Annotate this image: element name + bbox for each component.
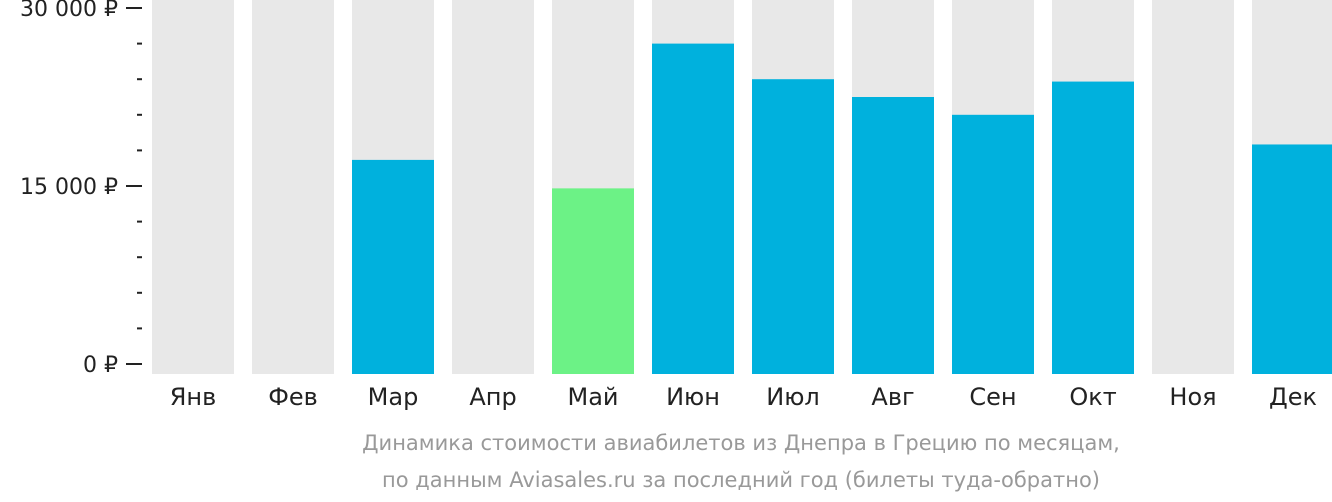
bar-9[interactable] — [952, 114, 1034, 375]
x-axis: Янв Фев Мар Апр Май Июн Июл Авг Сен Окт Ноя Дек — [170, 383, 1317, 411]
x-tick-label: Мар — [368, 383, 419, 411]
bar-6[interactable] — [652, 43, 734, 374]
caption-line-2: по данным Aviasales.ru за последний год … — [382, 468, 1100, 492]
x-tick-label: Июл — [766, 383, 820, 411]
x-tick-label: Сен — [969, 383, 1016, 411]
x-tick-label: Окт — [1069, 383, 1116, 411]
y-tick-label: 0 ₽ — [83, 353, 118, 378]
y-tick-label: 30 000 ₽ — [20, 0, 118, 22]
column-bg-4 — [452, 0, 534, 374]
x-tick-label: Ноя — [1169, 383, 1216, 411]
x-tick-label: Фев — [268, 383, 318, 411]
bar-3[interactable] — [352, 159, 434, 374]
bar-7[interactable] — [752, 79, 834, 374]
y-axis: 0 ₽ 15 000 ₽ 30 000 ₽ — [20, 0, 142, 378]
column-bg-1 — [152, 0, 234, 374]
x-tick-label: Апр — [469, 383, 516, 411]
bar-columns — [152, 0, 1332, 375]
x-tick-label: Авг — [871, 383, 914, 411]
bar-12[interactable] — [1252, 144, 1332, 374]
bar-5[interactable] — [552, 188, 634, 374]
column-bg-11 — [1152, 0, 1234, 374]
x-tick-label: Май — [567, 383, 618, 411]
x-tick-label: Янв — [170, 383, 217, 411]
caption-line-1: Динамика стоимости авиабилетов из Днепра… — [362, 431, 1120, 455]
bar-10[interactable] — [1052, 81, 1134, 374]
column-bg-2 — [252, 0, 334, 374]
bar-8[interactable] — [852, 97, 934, 374]
x-tick-label: Июн — [666, 383, 720, 411]
y-tick-label: 15 000 ₽ — [20, 175, 118, 200]
x-tick-label: Дек — [1269, 383, 1317, 411]
